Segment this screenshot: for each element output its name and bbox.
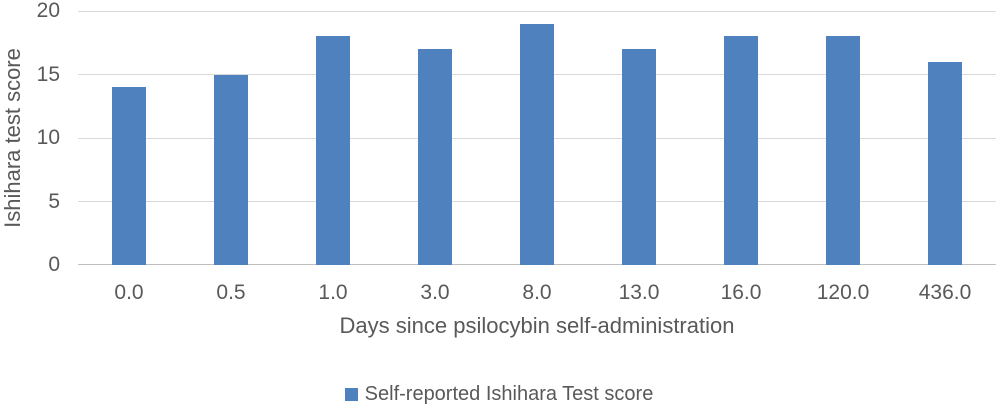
legend: Self-reported Ishihara Test score xyxy=(0,383,998,405)
x-tick-label: 1.0 xyxy=(318,281,348,304)
bar-day-0.0 xyxy=(112,87,146,265)
x-tick-label: 13.0 xyxy=(618,281,660,304)
y-tick-label: 15 xyxy=(36,62,60,86)
legend-label: Self-reported Ishihara Test score xyxy=(364,383,654,405)
bar-day-8.0 xyxy=(520,23,554,265)
x-tick-label: 0.5 xyxy=(216,281,246,304)
x-tick-label: 3.0 xyxy=(420,281,450,304)
x-tick-label: 436.0 xyxy=(918,281,972,304)
y-tick-label: 20 xyxy=(36,0,60,22)
plot-area xyxy=(78,10,996,265)
y-tick-label: 5 xyxy=(48,189,60,213)
bar-day-3.0 xyxy=(418,49,452,265)
y-tick-label: 10 xyxy=(36,126,60,149)
legend-swatch-icon xyxy=(344,387,358,401)
bar-day-1.0 xyxy=(316,36,350,265)
bar-day-16.0 xyxy=(724,36,758,265)
x-axis-title: Days since psilocybin self-administratio… xyxy=(339,313,735,338)
y-tick-label: 0 xyxy=(48,253,60,276)
bar-day-120.0 xyxy=(826,36,860,265)
x-tick-label: 8.0 xyxy=(522,281,552,304)
x-tick-label: 16.0 xyxy=(720,281,762,304)
bar-day-0.5 xyxy=(214,74,248,265)
bar-day-13.0 xyxy=(622,49,656,265)
x-tick-label: 120.0 xyxy=(816,281,870,304)
x-tick-label: 0.0 xyxy=(114,281,144,304)
gridline xyxy=(78,10,996,12)
bar-day-436.0 xyxy=(928,61,962,265)
